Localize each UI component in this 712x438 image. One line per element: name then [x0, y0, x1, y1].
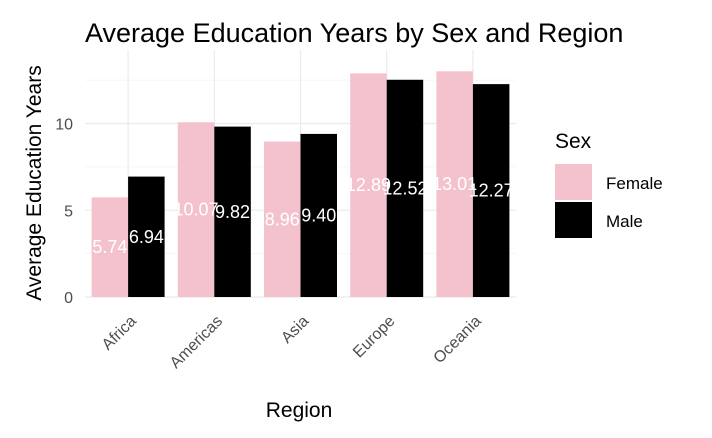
data-label-female-africa: 5.74 [92, 237, 127, 257]
bar-male-oceania [472, 84, 510, 297]
bar-male-americas [214, 126, 251, 297]
y-axis-ticks: 0 5 10 [55, 117, 73, 308]
bar-female-africa [91, 197, 129, 297]
bar-female-oceania [436, 71, 473, 298]
legend-label-male: Male [606, 212, 643, 231]
legend-key-female [555, 164, 592, 200]
y-tick-label: 10 [55, 117, 73, 134]
bar-male-europe [386, 79, 424, 297]
legend: Sex Female Male [555, 130, 663, 238]
data-label-female-europe: 12.89 [346, 175, 391, 195]
data-label-male-americas: 9.82 [215, 202, 250, 222]
data-label-male-europe: 12.52 [382, 178, 427, 198]
bar-male-africa [128, 176, 165, 297]
bar-female-asia [264, 141, 301, 297]
legend-label-female: Female [606, 174, 663, 193]
data-label-female-asia: 8.96 [265, 209, 300, 229]
data-label-male-africa: 6.94 [129, 227, 164, 247]
data-label-male-oceania: 12.27 [469, 181, 514, 201]
legend-title: Sex [555, 130, 592, 153]
chart-title: Average Education Years by Sex and Regio… [85, 18, 623, 48]
data-label-female-americas: 10.07 [174, 200, 219, 220]
y-axis-title: Average Education Years [23, 65, 46, 300]
bar-male-asia [300, 133, 337, 297]
x-axis-title: Region [266, 399, 333, 422]
y-tick-label: 5 [64, 203, 73, 220]
y-tick-label: 0 [64, 290, 73, 307]
data-label-female-oceania: 13.01 [432, 174, 477, 194]
legend-key-male [555, 202, 592, 238]
bars [91, 71, 510, 298]
bar-female-americas [177, 122, 215, 298]
data-label-male-asia: 9.40 [301, 205, 336, 225]
bar-female-europe [350, 73, 387, 298]
